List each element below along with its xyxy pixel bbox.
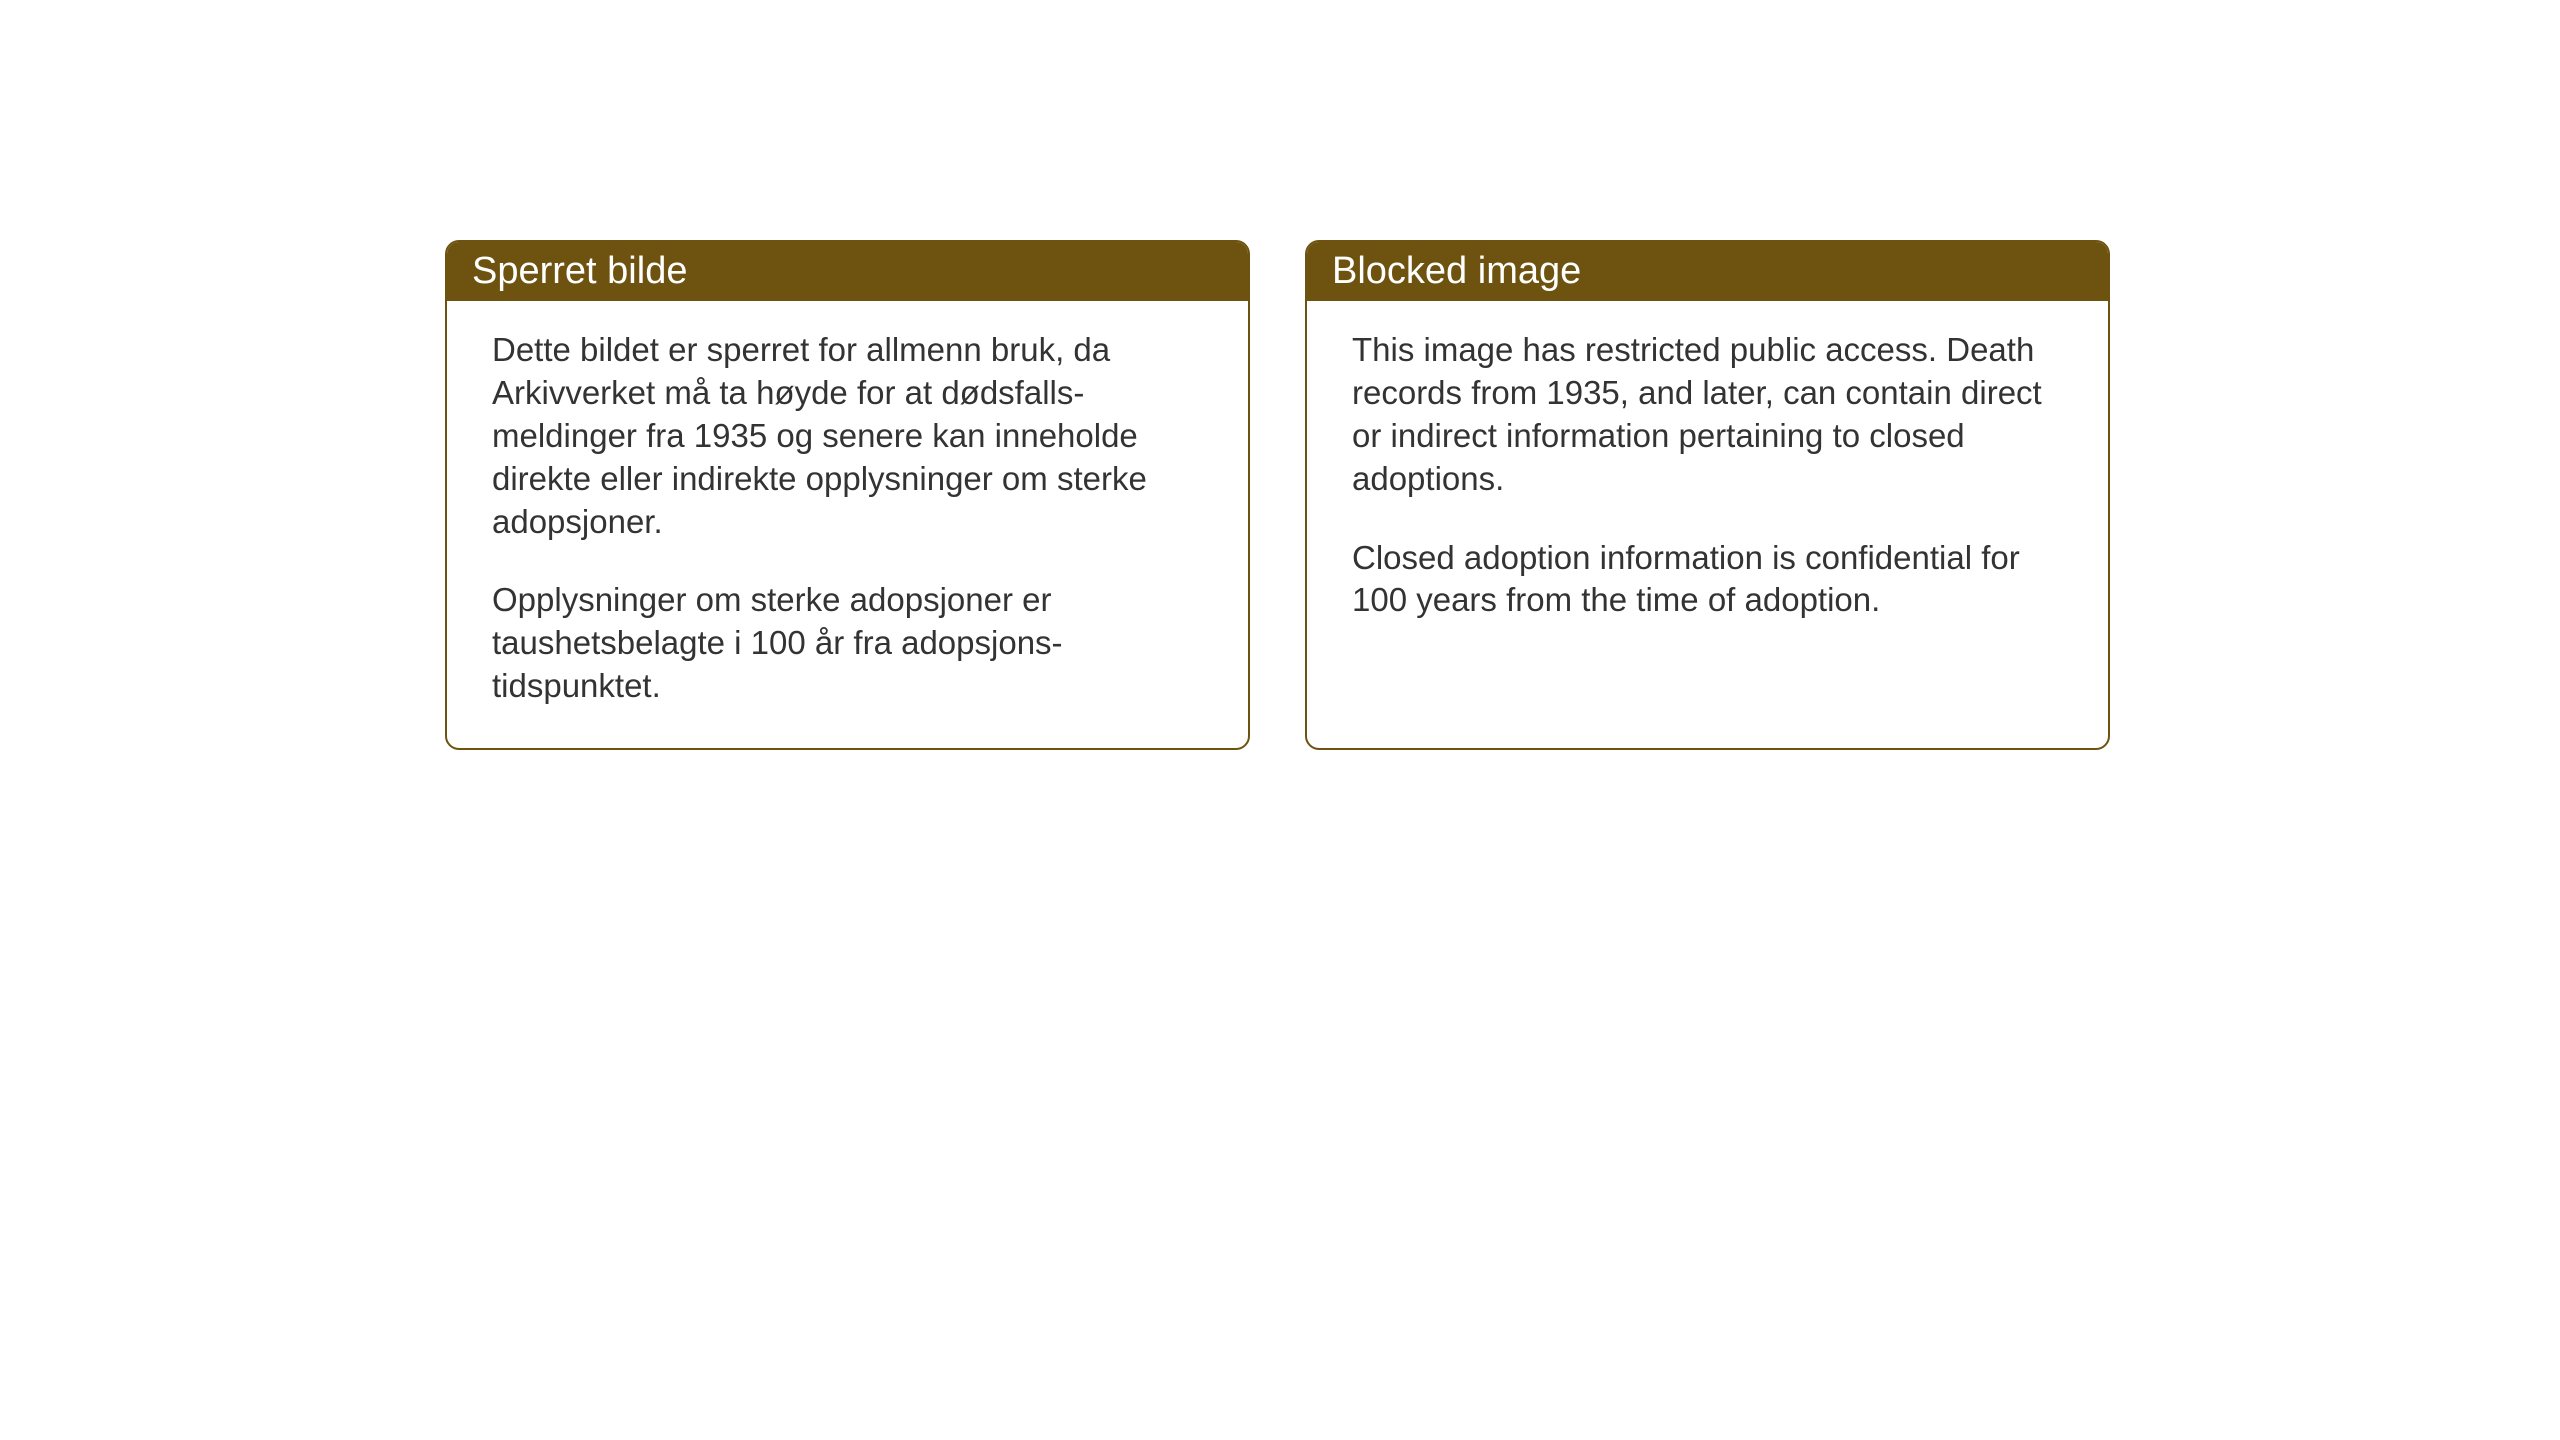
card-title-norwegian: Sperret bilde: [472, 250, 687, 292]
notice-container: Sperret bilde Dette bildet er sperret fo…: [445, 240, 2110, 750]
notice-card-norwegian: Sperret bilde Dette bildet er sperret fo…: [445, 240, 1250, 750]
notice-card-english: Blocked image This image has restricted …: [1305, 240, 2110, 750]
card-header-english: Blocked image: [1307, 242, 2108, 301]
card-body-norwegian: Dette bildet er sperret for allmenn bruk…: [447, 301, 1248, 748]
card-header-norwegian: Sperret bilde: [447, 242, 1248, 301]
card-body-english: This image has restricted public access.…: [1307, 301, 2108, 662]
card-paragraph-english-2: Closed adoption information is confident…: [1352, 537, 2063, 623]
card-paragraph-english-1: This image has restricted public access.…: [1352, 329, 2063, 501]
card-paragraph-norwegian-1: Dette bildet er sperret for allmenn bruk…: [492, 329, 1203, 543]
card-title-english: Blocked image: [1332, 250, 1581, 292]
card-paragraph-norwegian-2: Opplysninger om sterke adopsjoner er tau…: [492, 579, 1203, 708]
